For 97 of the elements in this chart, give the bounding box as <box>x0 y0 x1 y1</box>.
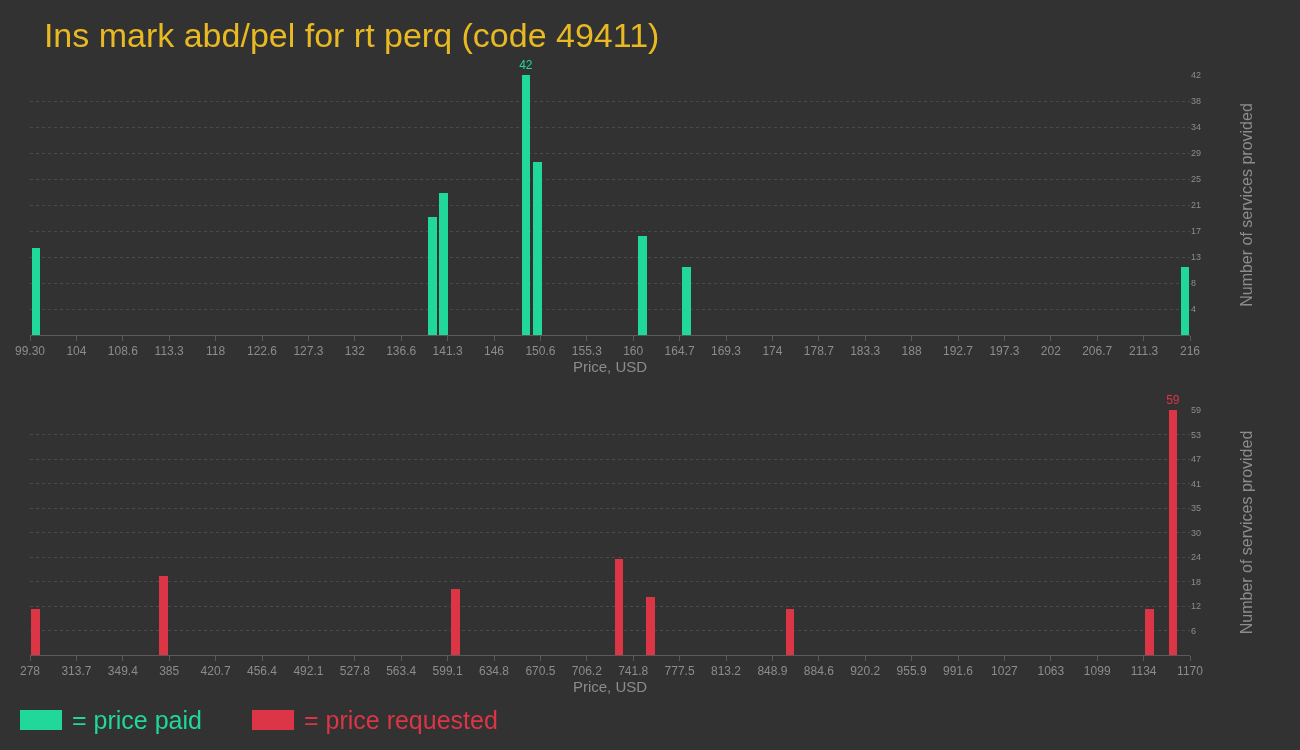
x-tick-label: 492.1 <box>293 664 324 679</box>
x-tick-label: 848.9 <box>757 664 788 679</box>
chart-title: Ins mark abd/pel for rt perq (code 49411) <box>43 15 660 54</box>
x-tick-label: 385 <box>159 664 180 679</box>
x-tick-label: 122.6 <box>246 344 278 359</box>
x-tick-label: 1134 <box>1130 664 1157 679</box>
x-tick-label: 991.6 <box>942 664 974 679</box>
x-tick-label: 178.7 <box>803 344 835 359</box>
x-tick-label: 1099 <box>1083 664 1111 679</box>
bar <box>646 597 655 655</box>
bar <box>522 75 530 335</box>
x-tick-label: 132 <box>344 344 366 359</box>
bar <box>638 236 647 335</box>
x-tick-label: 1027 <box>991 664 1019 679</box>
y-tick-label: 24 <box>1191 552 1202 563</box>
x-axis-title: Price, USD <box>572 358 648 376</box>
x-tick-label: 1170 <box>1177 664 1204 679</box>
y-tick-label: 29 <box>1191 148 1202 159</box>
x-tick-label: 136.6 <box>386 344 417 359</box>
bar <box>159 576 168 655</box>
x-tick-label: 169.3 <box>710 344 742 359</box>
x-tick-label: 563.4 <box>386 664 417 679</box>
bar <box>682 267 691 335</box>
y-tick-label: 25 <box>1191 174 1202 185</box>
bar <box>428 217 437 335</box>
legend-label: = price paid <box>72 705 202 735</box>
x-tick-label: 456.4 <box>246 664 278 679</box>
y-tick-label: 35 <box>1191 503 1202 514</box>
x-tick-label: 741.8 <box>618 664 649 679</box>
y-tick-label: 53 <box>1191 429 1202 440</box>
y-tick-label: 4 <box>1191 304 1197 315</box>
bar <box>451 589 460 655</box>
y-tick-label: 59 <box>1191 405 1202 416</box>
y-tick-label: 34 <box>1191 122 1202 133</box>
x-tick-label: 99.30 <box>14 344 46 359</box>
x-tick-label: 706.2 <box>571 664 603 679</box>
x-tick-label: 278 <box>19 664 41 679</box>
x-tick-label: 670.5 <box>525 664 556 679</box>
x-tick-label: 118 <box>206 344 226 359</box>
y-tick-label: 6 <box>1191 625 1197 636</box>
y-axis-title: Number of services provided <box>1237 430 1255 635</box>
y-tick-label: 38 <box>1191 96 1202 107</box>
y-tick-label: 41 <box>1191 478 1202 489</box>
x-tick-label: 634.8 <box>478 664 510 679</box>
x-tick-label: 141.3 <box>432 344 463 359</box>
x-tick-label: 599.1 <box>432 664 463 679</box>
bar <box>439 193 448 335</box>
x-tick-label: 202 <box>1040 344 1062 359</box>
x-tick-label: 146 <box>483 344 505 359</box>
y-tick-label: 21 <box>1191 200 1202 211</box>
x-tick-label: 160 <box>623 344 644 359</box>
x-tick-label: 192.7 <box>942 344 974 359</box>
y-tick-label: 13 <box>1191 252 1202 263</box>
x-tick-label: 197.3 <box>989 344 1020 359</box>
data-label: 59 <box>1166 393 1180 407</box>
x-tick-label: 183.3 <box>850 344 881 359</box>
x-tick-label: 108.6 <box>107 344 139 359</box>
x-tick-label: 164.7 <box>664 344 695 359</box>
x-tick-label: 920.2 <box>850 664 881 679</box>
bar <box>1145 609 1154 655</box>
bar <box>1181 267 1189 335</box>
bar <box>32 248 40 335</box>
legend-label: = price requested <box>303 705 498 735</box>
x-tick-label: 206.7 <box>1082 344 1113 359</box>
y-tick-label: 30 <box>1191 527 1202 538</box>
bar <box>786 609 794 655</box>
y-tick-label: 8 <box>1191 278 1197 289</box>
bar <box>31 609 40 655</box>
y-tick-label: 42 <box>1191 70 1202 81</box>
bar <box>1169 410 1177 655</box>
x-tick-label: 216 <box>1179 344 1201 359</box>
y-axis-title: Number of services provided <box>1237 103 1255 307</box>
data-label: 42 <box>519 58 533 72</box>
x-tick-label: 813.2 <box>710 664 742 679</box>
x-tick-label: 150.6 <box>525 344 556 359</box>
x-tick-label: 155.3 <box>571 344 603 359</box>
bar <box>533 162 542 335</box>
x-tick-label: 313.7 <box>61 664 92 679</box>
y-tick-label: 12 <box>1191 601 1202 612</box>
x-tick-label: 955.9 <box>896 664 927 679</box>
x-tick-label: 174 <box>762 344 783 359</box>
x-axis-title: Price, USD <box>572 678 648 696</box>
y-tick-label: 18 <box>1191 576 1202 587</box>
x-tick-label: 349.4 <box>107 664 139 679</box>
x-tick-label: 527.8 <box>339 664 371 679</box>
x-tick-label: 884.6 <box>803 664 835 679</box>
x-tick-label: 211.3 <box>1129 344 1159 359</box>
bar <box>615 559 623 655</box>
x-tick-label: 420.7 <box>200 664 231 679</box>
x-tick-label: 127.3 <box>293 344 324 359</box>
x-tick-label: 113.3 <box>154 344 185 359</box>
x-tick-label: 777.5 <box>664 664 695 679</box>
y-tick-label: 17 <box>1191 226 1202 237</box>
x-tick-label: 1063 <box>1037 664 1065 679</box>
y-tick-label: 47 <box>1191 454 1202 465</box>
x-tick-label: 104 <box>66 344 87 359</box>
x-tick-label: 188 <box>901 344 922 359</box>
